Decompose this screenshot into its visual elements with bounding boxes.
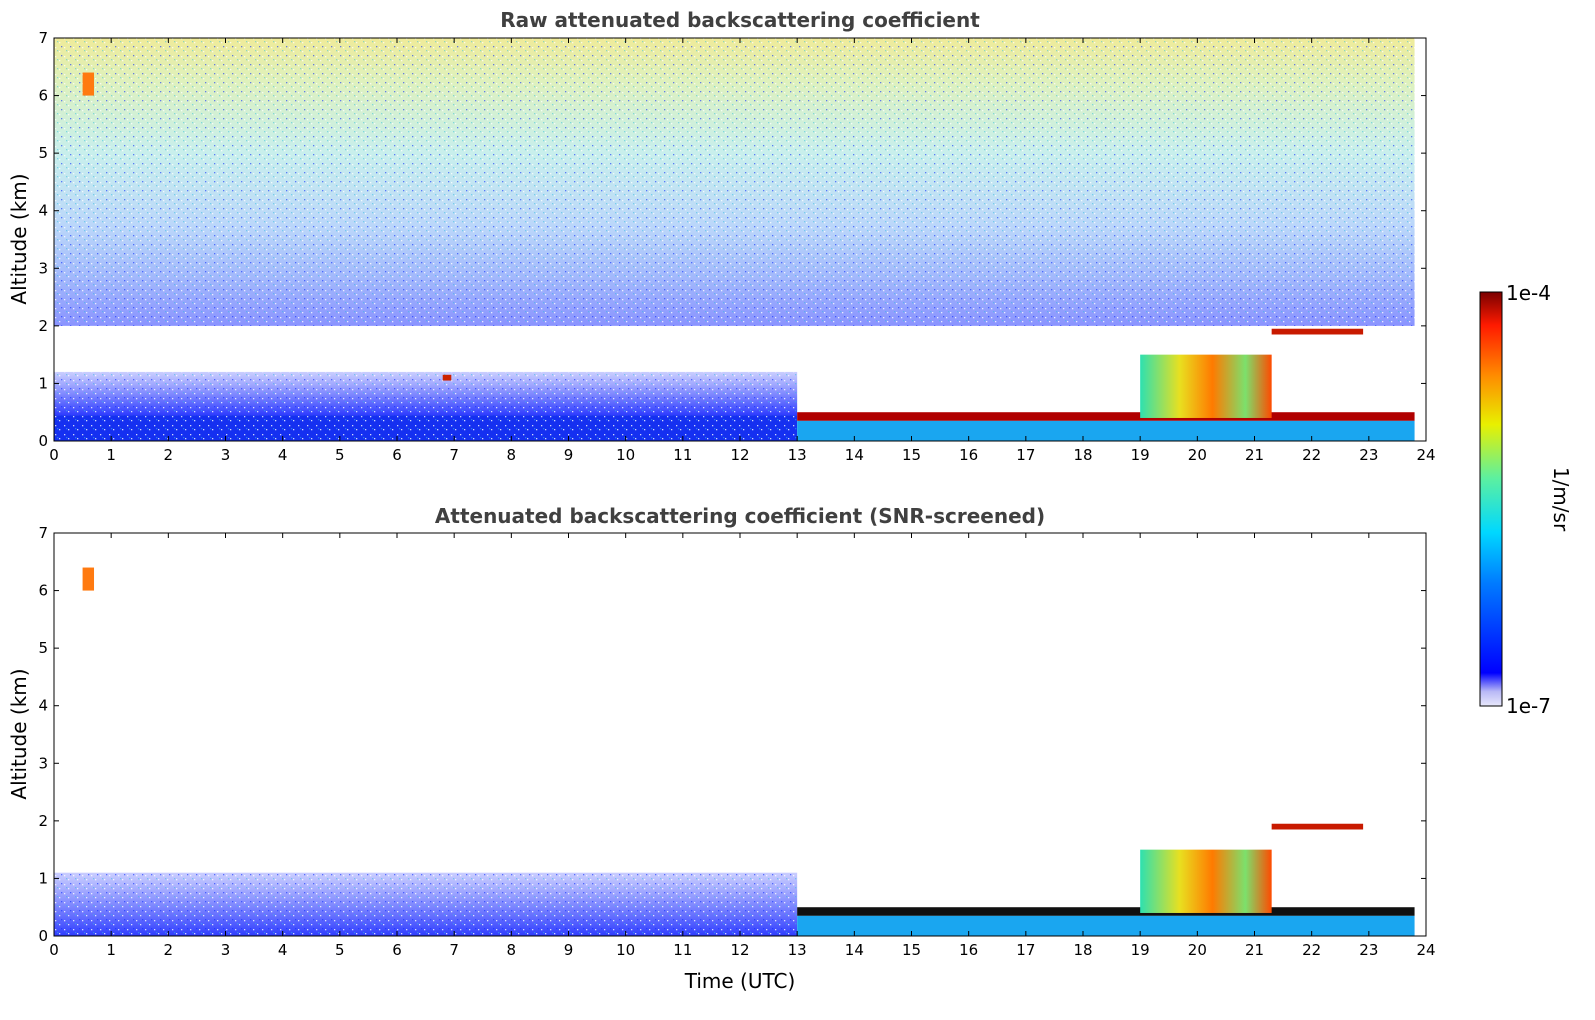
- chart-title-snr: Attenuated backscattering coefficient (S…: [435, 504, 1045, 528]
- y-tick-label: 7: [38, 29, 48, 47]
- x-tick-label: 16: [959, 941, 978, 959]
- feature-cloud-complex: [1140, 354, 1272, 418]
- x-tick-label: 0: [49, 446, 59, 464]
- feature-aerosol-layer-low-texture: [54, 371, 798, 416]
- x-tick-label: 8: [507, 941, 517, 959]
- x-tick-label: 14: [845, 446, 864, 464]
- x-axis-label: Time (UTC): [684, 969, 796, 993]
- y-tick-label: 6: [38, 87, 48, 105]
- y-axis-label-snr: Altitude (km): [7, 668, 31, 799]
- y-tick-label: 2: [38, 317, 48, 335]
- x-tick-label: 1: [106, 446, 116, 464]
- x-tick-label: 13: [788, 941, 807, 959]
- x-tick-label: 10: [616, 941, 635, 959]
- x-tick-label: 11: [673, 446, 692, 464]
- y-tick-label: 4: [38, 697, 48, 715]
- sub-cloud-region: [797, 420, 1415, 441]
- y-tick-label: 6: [38, 582, 48, 600]
- y-tick-label: 5: [38, 144, 48, 162]
- x-tick-label: 15: [902, 941, 921, 959]
- heatmap-field: [54, 38, 1426, 441]
- x-tick-label: 2: [164, 446, 174, 464]
- x-tick-label: 16: [959, 446, 978, 464]
- x-tick-label: 3: [221, 941, 231, 959]
- x-tick-label: 19: [1131, 446, 1150, 464]
- x-tick-label: 21: [1245, 446, 1264, 464]
- x-tick-label: 1: [106, 941, 116, 959]
- x-tick-label: 4: [278, 446, 288, 464]
- x-tick-label: 14: [845, 941, 864, 959]
- x-tick-label: 15: [902, 446, 921, 464]
- x-tick-label: 8: [507, 446, 517, 464]
- feature-cloud-base-layer: [797, 907, 1415, 916]
- x-tick-label: 20: [1188, 446, 1207, 464]
- feature-small-cloud: [442, 374, 452, 381]
- x-tick-label: 12: [730, 446, 749, 464]
- x-tick-label: 23: [1359, 941, 1378, 959]
- x-tick-label: 6: [392, 446, 402, 464]
- x-tick-label: 7: [449, 446, 459, 464]
- feature-cloud-base-layer: [797, 412, 1415, 421]
- feature-cirrus: [82, 72, 95, 96]
- y-tick-label: 2: [38, 812, 48, 830]
- x-tick-label: 0: [49, 941, 59, 959]
- colorbar-unit-label: 1/m/sr: [1549, 467, 1573, 532]
- snr-screened-plot-area: 0 1 2 3 4 5 6 7 8 9 10 11 12 13 14 15 16 17 18 19 20 21 22 23 24…: [38, 524, 1435, 959]
- x-tick-label: 19: [1131, 941, 1150, 959]
- x-tick-label: 23: [1359, 446, 1378, 464]
- colorbar-min-label: 1e-7: [1506, 694, 1551, 718]
- x-tick-label: 6: [392, 941, 402, 959]
- heatmap-field: [54, 533, 1426, 936]
- y-tick-label: 1: [38, 374, 48, 392]
- x-tick-label: 22: [1302, 446, 1321, 464]
- feature-cloud-complex: [1140, 849, 1272, 913]
- feature-boundary-layer-texture: [54, 872, 798, 936]
- colorbar-gradient: [1479, 291, 1503, 707]
- x-tick-label: 18: [1073, 941, 1092, 959]
- x-tick-label: 7: [449, 941, 459, 959]
- x-tick-label: 5: [335, 941, 345, 959]
- feature-elevated-cloud: [1271, 328, 1364, 335]
- x-tick-label: 17: [1016, 941, 1035, 959]
- y-tick-label: 7: [38, 524, 48, 542]
- x-tick-label: 18: [1073, 446, 1092, 464]
- x-tick-label: 17: [1016, 446, 1035, 464]
- y-tick-label: 0: [38, 432, 48, 450]
- snr-screened-panel: Attenuated backscattering coefficient (S…: [7, 504, 1436, 993]
- x-tick-label: 12: [730, 941, 749, 959]
- y-axis-label-raw: Altitude (km): [7, 173, 31, 304]
- x-tick-label: 9: [564, 446, 574, 464]
- sub-cloud-region: [797, 915, 1415, 936]
- x-tick-label: 11: [673, 941, 692, 959]
- y-tick-label: 1: [38, 869, 48, 887]
- feature-noise-upper-texture: [54, 38, 1415, 326]
- x-tick-label: 2: [164, 941, 174, 959]
- x-tick-label: 4: [278, 941, 288, 959]
- raw-backscatter-plot-area: 0 1 2 3 4 5 6 7 8 9 10 11 12 13 14 15 16 17 18 19 20 21 22 23 24…: [38, 29, 1435, 464]
- y-tick-label: 0: [38, 927, 48, 945]
- x-tick-label: 24: [1416, 446, 1435, 464]
- x-tick-label: 5: [335, 446, 345, 464]
- x-tick-label: 9: [564, 941, 574, 959]
- y-tick-label: 3: [38, 754, 48, 772]
- x-tick-label: 22: [1302, 941, 1321, 959]
- x-tick-label: 13: [788, 446, 807, 464]
- x-tick-label: 10: [616, 446, 635, 464]
- x-tick-label: 21: [1245, 941, 1264, 959]
- x-tick-label: 20: [1188, 941, 1207, 959]
- x-tick-label: 24: [1416, 941, 1435, 959]
- y-tick-label: 3: [38, 259, 48, 277]
- raw-backscatter-panel: Raw attenuated backscattering coefficien…: [7, 8, 1436, 464]
- feature-cirrus: [82, 567, 95, 591]
- chart-title-raw: Raw attenuated backscattering coefficien…: [500, 8, 980, 32]
- colorbar: 1e-4 1e-7 1/m/sr: [1479, 281, 1573, 718]
- x-tick-label: 3: [221, 446, 231, 464]
- y-tick-label: 5: [38, 639, 48, 657]
- y-tick-label: 4: [38, 202, 48, 220]
- feature-boundary-layer-texture: [54, 415, 798, 441]
- feature-elevated-cloud: [1271, 823, 1364, 830]
- colorbar-max-label: 1e-4: [1506, 281, 1551, 305]
